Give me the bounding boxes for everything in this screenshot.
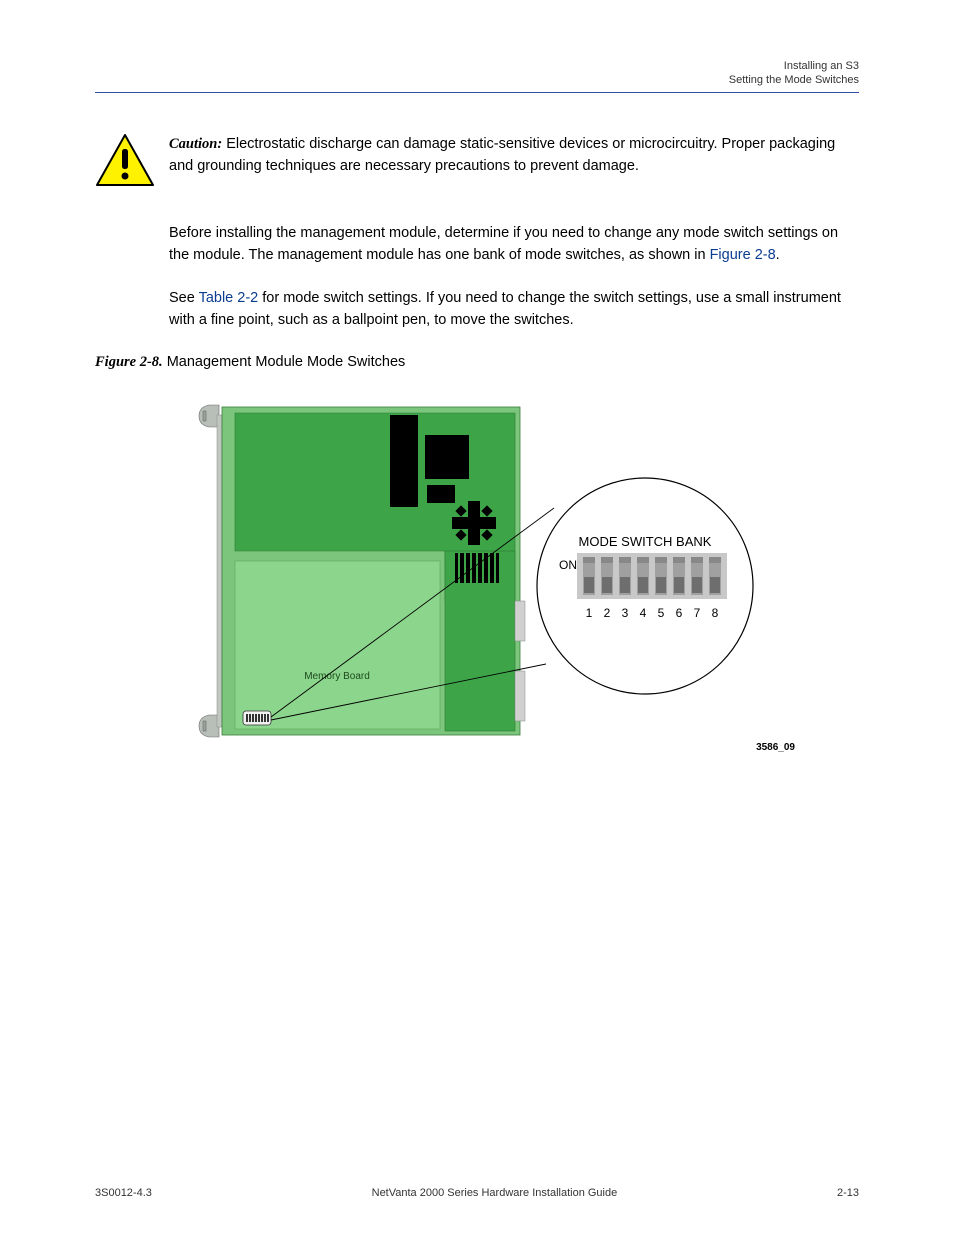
para-2-after: for mode switch settings. If you need to… xyxy=(169,290,841,328)
bracket-top xyxy=(199,405,219,427)
figure-svg: Memory Board xyxy=(195,401,755,771)
figure-caption: Figure 2-8. Management Module Mode Switc… xyxy=(95,354,859,371)
switch-5 xyxy=(655,557,667,595)
chip-vert-1 xyxy=(390,415,418,507)
dip-switch-small xyxy=(243,711,271,725)
header-section: Setting the Mode Switches xyxy=(95,74,859,86)
page-footer: 3S0012-4.3 NetVanta 2000 Series Hardware… xyxy=(95,1187,859,1199)
memory-board-label: Memory Board xyxy=(304,671,370,682)
xref-figure-2-8[interactable]: Figure 2-8 xyxy=(710,247,776,263)
caution-text: Caution: Electrostatic discharge can dam… xyxy=(169,133,859,178)
switch-label-3: 3 xyxy=(622,606,629,620)
switch-4 xyxy=(637,557,649,595)
bracket-bottom xyxy=(199,715,219,737)
header-rule xyxy=(95,92,859,93)
ribbed-block xyxy=(455,553,499,583)
footer-center: NetVanta 2000 Series Hardware Installati… xyxy=(372,1187,618,1199)
switch-1 xyxy=(583,557,595,595)
chip-square-1 xyxy=(425,435,469,479)
switch-body xyxy=(577,553,727,599)
figure-label: Figure 2-8. xyxy=(95,354,163,370)
footer-right: 2-13 xyxy=(837,1187,859,1199)
switch-label-6: 6 xyxy=(676,606,683,620)
header-chapter: Installing an S3 xyxy=(95,60,859,72)
caution-block: Caution: Electrostatic discharge can dam… xyxy=(95,133,859,192)
figure-id-tag: 3586_09 xyxy=(756,742,795,753)
para-1-after: . xyxy=(776,247,780,263)
caution-body: Electrostatic discharge can damage stati… xyxy=(169,136,835,174)
edge-conn-2 xyxy=(515,671,525,721)
figure-caption-text: Management Module Mode Switches xyxy=(163,354,406,370)
para-2: See Table 2-2 for mode switch settings. … xyxy=(169,287,859,332)
edge-conn-1 xyxy=(515,601,525,641)
memory-board xyxy=(235,561,440,729)
switch-3 xyxy=(619,557,631,595)
page-header: Installing an S3 Setting the Mode Switch… xyxy=(95,60,859,93)
xref-table-2-2[interactable]: Table 2-2 xyxy=(199,290,259,306)
chip-small-1 xyxy=(427,485,455,503)
switch-8 xyxy=(709,557,721,595)
para-2-before: See xyxy=(169,290,199,306)
switch-label-8: 8 xyxy=(712,606,719,620)
on-label: ON xyxy=(559,558,577,572)
switch-2 xyxy=(601,557,613,595)
caution-label: Caution: xyxy=(169,136,222,152)
switch-label-1: 1 xyxy=(586,606,593,620)
switch-label-2: 2 xyxy=(604,606,611,620)
para-1: Before installing the management module,… xyxy=(169,222,859,267)
front-rail xyxy=(217,415,222,727)
figure-area: Memory Board xyxy=(195,401,755,771)
callout-title: MODE SWITCH BANK xyxy=(579,534,712,549)
switch-label-4: 4 xyxy=(640,606,647,620)
switch-7 xyxy=(691,557,703,595)
switch-label-7: 7 xyxy=(694,606,701,620)
switch-label-5: 5 xyxy=(658,606,665,620)
switch-6 xyxy=(673,557,685,595)
footer-left: 3S0012-4.3 xyxy=(95,1187,152,1199)
warning-icon xyxy=(95,133,155,192)
